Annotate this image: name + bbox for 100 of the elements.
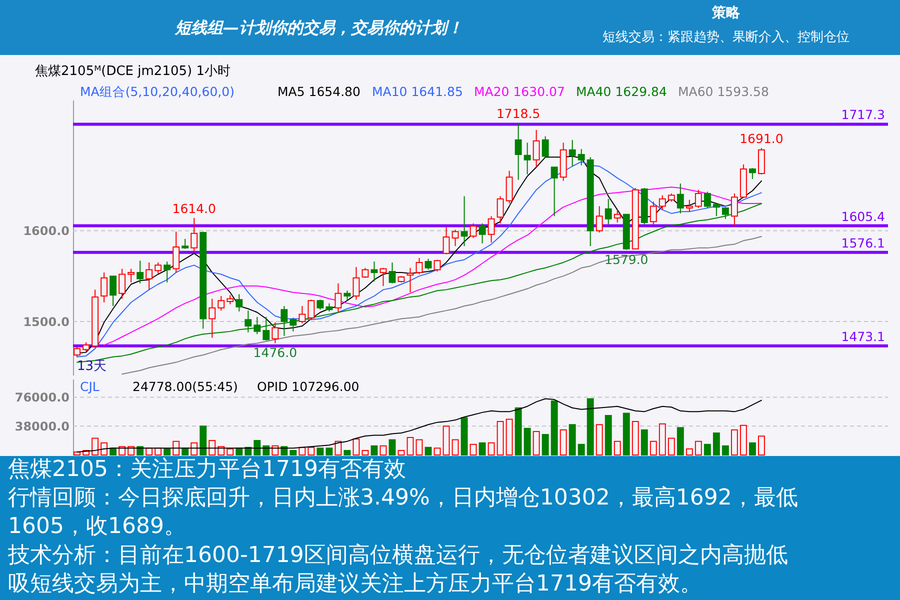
candlestick — [704, 191, 711, 209]
bar — [550, 400, 558, 456]
bar — [424, 446, 432, 456]
candlestick — [208, 298, 216, 338]
candlestick — [370, 261, 378, 282]
text: OPID 107296.00 — [257, 379, 360, 394]
ref-line-label: 1473.1 — [841, 328, 885, 344]
bar — [722, 445, 729, 456]
candlestick — [380, 267, 387, 287]
candlestick — [748, 168, 756, 180]
bar — [460, 417, 468, 456]
candlestick — [460, 196, 468, 247]
y-tick-label: 1600.0 — [23, 224, 70, 238]
bar — [622, 412, 630, 456]
text: MA40 1629.84 — [576, 84, 667, 99]
candlestick — [110, 276, 117, 307]
candlestick — [550, 166, 558, 217]
candlestick — [650, 201, 657, 225]
candlestick — [578, 148, 585, 166]
line-series — [104, 186, 762, 346]
candlestick — [514, 122, 522, 180]
candlestick — [532, 129, 540, 168]
bar — [578, 444, 585, 456]
candlestick — [226, 294, 234, 305]
candlestick — [470, 222, 477, 238]
candlestick — [496, 196, 504, 224]
candlestick — [100, 272, 108, 303]
annotation: 13天 — [77, 359, 107, 374]
candlestick — [614, 209, 621, 224]
annotation: 1718.5 — [496, 106, 540, 122]
bar — [640, 429, 648, 456]
bar — [542, 434, 549, 456]
y-tick-label: 1500.0 — [23, 314, 70, 329]
candlestick — [172, 231, 180, 273]
chart-subtitle: 24778.00(55:45) — [132, 379, 238, 394]
candlestick — [146, 262, 153, 290]
candlestick — [262, 316, 270, 342]
bar — [388, 439, 396, 456]
bar — [604, 414, 612, 456]
candlestick — [424, 258, 432, 270]
candlestick — [434, 259, 441, 272]
candlestick — [676, 183, 684, 214]
bar — [712, 432, 720, 456]
bar — [370, 445, 378, 456]
candlestick — [136, 260, 144, 284]
candlestick — [658, 194, 666, 210]
candlestick — [524, 142, 531, 175]
legend-title: MA组合(5,10,20,40,60,0) — [80, 84, 234, 99]
candlestick — [694, 189, 702, 209]
line-series — [122, 236, 762, 375]
bar — [326, 448, 333, 456]
candlestick — [164, 261, 171, 283]
line-series — [76, 398, 762, 452]
candlestick — [344, 290, 351, 302]
chart-title: CJL — [80, 379, 100, 394]
annotation: 1579.0 — [604, 252, 648, 267]
ref-line-label: 1605.4 — [841, 208, 886, 224]
candlestick — [280, 306, 288, 336]
text: MA60 1593.58 — [678, 84, 769, 99]
annotation: 1691.0 — [740, 131, 784, 146]
text: MA5 1654.80 — [278, 84, 360, 99]
candlestick — [542, 136, 549, 158]
candlestick — [182, 238, 189, 250]
bar — [164, 448, 171, 456]
bar — [254, 440, 261, 456]
candlestick — [290, 317, 297, 332]
candlestick — [308, 299, 315, 320]
candlestick — [478, 222, 486, 244]
candlestick — [442, 226, 450, 255]
candlestick — [236, 294, 243, 312]
text: 短线交易：紧跟趋势、果断介入、控制仓位 — [602, 29, 850, 45]
candlestick — [272, 322, 279, 344]
candlestick — [298, 306, 306, 324]
candlestick — [190, 217, 198, 252]
candlestick — [118, 268, 126, 300]
candlestick — [452, 229, 459, 247]
candlestick — [82, 342, 90, 352]
bar — [586, 398, 594, 456]
candlestick — [506, 170, 513, 204]
y-tick-label: 38000.0 — [14, 420, 70, 434]
annotation: 1476.0 — [253, 345, 298, 360]
ref-line-label: 1576.1 — [841, 235, 885, 250]
bar — [514, 407, 522, 456]
bar — [290, 450, 297, 456]
text: 策略 — [711, 5, 741, 21]
candlestick — [388, 262, 396, 284]
bar — [200, 426, 207, 456]
candlestick — [254, 316, 261, 335]
candlestick — [244, 310, 252, 333]
bar — [110, 448, 117, 456]
candlestick — [316, 299, 324, 310]
candlestick — [334, 282, 342, 313]
candlestick — [758, 148, 765, 175]
text: MA20 1630.07 — [474, 84, 565, 99]
candlestick — [686, 199, 693, 212]
bar — [676, 427, 684, 456]
candlestick — [604, 198, 612, 225]
bar — [568, 424, 576, 456]
text: MA10 1641.85 — [372, 84, 463, 99]
candlestick — [352, 266, 360, 300]
